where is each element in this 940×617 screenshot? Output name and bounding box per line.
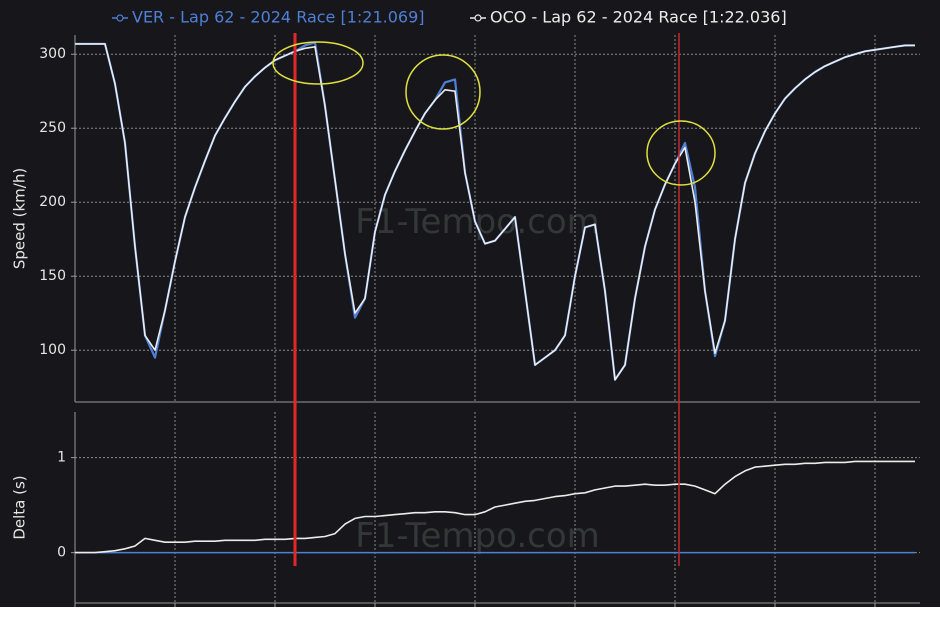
legend-swatch-dot (474, 14, 482, 22)
plots: F1-Tempo.com 100 150 200 250 300 Speed (km/h) F… (11, 8, 920, 607)
y-tick-label: 100 (39, 342, 66, 358)
y-tick-label: 300 (39, 46, 66, 62)
y-tick-label: 200 (39, 194, 66, 210)
legend-label: VER - Lap 62 - 2024 Race [1:21.069] (132, 8, 425, 27)
y-tick-label: 1 (57, 450, 66, 466)
y-axis-label: Speed (km/h) (11, 168, 29, 269)
watermark: F1-Tempo.com (355, 516, 600, 556)
speed-trace (75, 43, 915, 381)
y-axis-label: Delta (s) (11, 475, 29, 539)
highlight (272, 41, 364, 85)
legend-swatch-dot (116, 14, 124, 22)
highlight (646, 120, 716, 186)
y-tick-label: 250 (39, 120, 66, 136)
highlight (405, 54, 481, 130)
y-tick-label: 0 (57, 545, 66, 561)
y-tick-label: 150 (39, 268, 66, 284)
speed-trace (75, 460, 915, 554)
watermark: F1-Tempo.com (355, 202, 600, 242)
legend-label: OCO - Lap 62 - 2024 Race [1:22.036] (490, 8, 787, 27)
